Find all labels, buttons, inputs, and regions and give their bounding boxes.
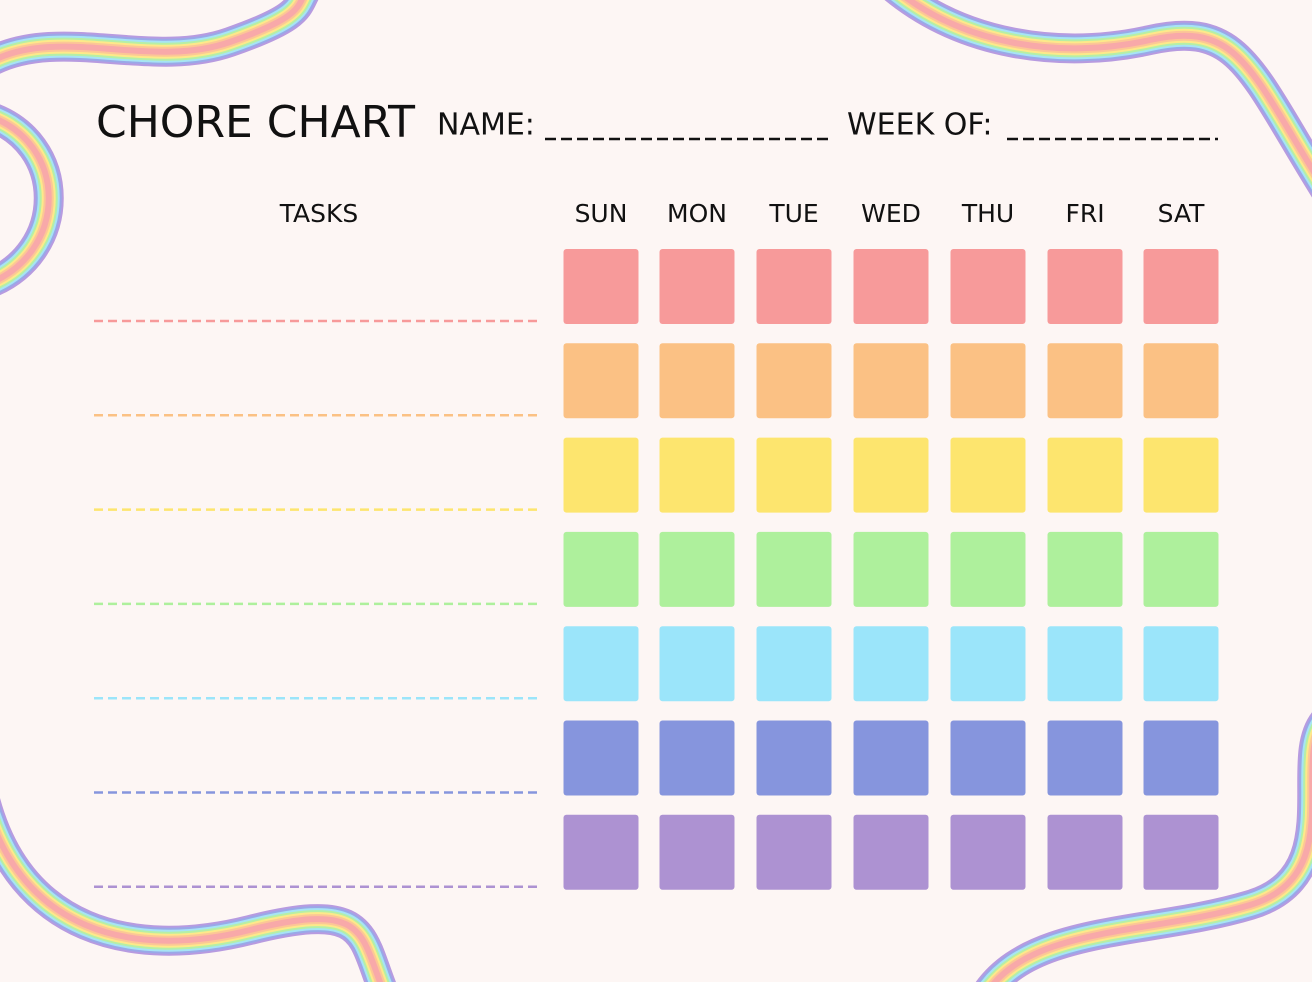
check-box: [1143, 814, 1219, 890]
check-box: [853, 437, 929, 513]
check-box: [1047, 626, 1123, 702]
check-box: [756, 437, 832, 513]
day-header: SUN: [575, 199, 628, 228]
check-box: [1143, 720, 1219, 796]
check-box: [756, 814, 832, 890]
check-box: [563, 720, 639, 796]
check-box: [659, 814, 735, 890]
rainbow-band: [0, 117, 52, 282]
day-header: MON: [667, 199, 727, 228]
check-box: [1143, 626, 1219, 702]
check-box: [950, 437, 1026, 513]
check-box: [756, 531, 832, 607]
check-box: [756, 249, 832, 324]
check-box: [853, 249, 929, 324]
check-box: [1143, 343, 1219, 419]
check-box: [950, 814, 1026, 890]
check-box: [950, 720, 1026, 796]
check-box: [563, 626, 639, 702]
check-box: [853, 343, 929, 419]
check-box: [1143, 531, 1219, 607]
check-box: [950, 343, 1026, 419]
check-box: [756, 720, 832, 796]
check-box: [563, 343, 639, 419]
check-box: [1143, 249, 1219, 324]
check-box: [659, 249, 735, 324]
check-box: [853, 626, 929, 702]
check-box: [853, 531, 929, 607]
check-box: [659, 626, 735, 702]
rainbow-band: [904, 0, 1312, 175]
check-box: [853, 720, 929, 796]
check-box: [1047, 343, 1123, 419]
check-box: [756, 626, 832, 702]
rainbow-band: [991, 742, 1312, 982]
chart-grid: SUN MON TUE WED THU FRI SAT: [94, 199, 1219, 890]
check-box: [563, 249, 639, 324]
check-box: [853, 814, 929, 890]
rainbow-band: [0, 0, 305, 61]
name-label: NAME:: [437, 108, 535, 143]
rainbow-band: [0, 833, 384, 982]
title: CHORE CHART: [96, 97, 415, 148]
check-box: [950, 249, 1026, 324]
day-header: SAT: [1158, 199, 1205, 228]
check-box: [1047, 249, 1123, 324]
check-box: [1047, 437, 1123, 513]
day-header: TUE: [768, 199, 818, 228]
check-box: [659, 531, 735, 607]
check-box: [563, 437, 639, 513]
check-box: [1047, 814, 1123, 890]
tasks-header: TASKS: [279, 199, 359, 228]
check-box: [659, 343, 735, 419]
day-header: THU: [961, 199, 1014, 228]
day-header: WED: [861, 199, 921, 228]
week-label: WEEK OF:: [847, 108, 992, 143]
day-header: FRI: [1065, 199, 1104, 228]
check-box: [950, 626, 1026, 702]
check-box: [1047, 531, 1123, 607]
check-box: [756, 343, 832, 419]
check-box: [1143, 437, 1219, 513]
check-box: [563, 531, 639, 607]
check-box: [659, 720, 735, 796]
check-box: [950, 531, 1026, 607]
check-box: [563, 814, 639, 890]
check-box: [659, 437, 735, 513]
check-box: [1047, 720, 1123, 796]
